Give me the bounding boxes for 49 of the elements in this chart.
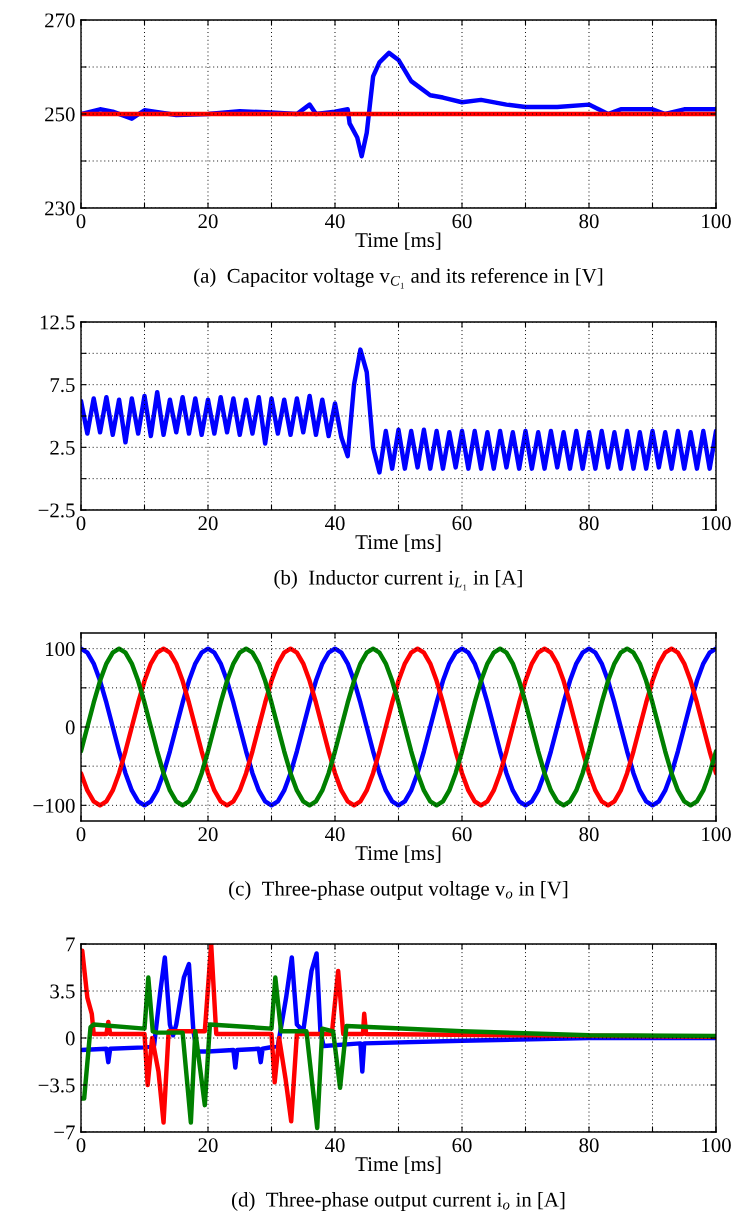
y-tick-label: 0 (65, 1031, 75, 1046)
x-tick-label: 60 (452, 1138, 472, 1153)
y-tick-label: 2.5 (50, 440, 75, 455)
x-tick-label: 20 (198, 516, 218, 531)
x-tick-label: 60 (452, 827, 472, 842)
x-axis-title: Time [ms] (355, 232, 441, 250)
text: (b) Inductor current i$_{L₁}$ in [A] (274, 570, 522, 591)
y-tick-label: 7.5 (50, 378, 75, 393)
y-tick-label: 230 (45, 201, 75, 216)
x-tick-label: 0 (76, 1138, 86, 1153)
x-tick-label: 0 (76, 214, 86, 229)
y-tick-label: −7 (54, 1125, 75, 1140)
x-tick-label: 40 (324, 214, 345, 229)
x-tick-label: 100 (702, 516, 731, 531)
x-tick-label: 20 (198, 827, 218, 842)
line-series (81, 347, 716, 475)
x-tick-label: 60 (452, 214, 472, 229)
x-tick-label: 100 (702, 1138, 731, 1153)
text: (d) Three-phase output current i$_{o}$ in [A] (232, 1192, 565, 1211)
y-tick-label: −3.5 (38, 1078, 75, 1093)
x-tick-label: 100 (702, 827, 731, 842)
x-tick-label: 20 (198, 1138, 218, 1153)
x-tick-label: 80 (579, 214, 599, 229)
x-tick-label: 0 (76, 516, 86, 531)
x-tick-label: 40 (324, 516, 345, 531)
y-tick-label: 7 (66, 937, 75, 952)
text: (a) Capacitor voltage v$_{C₁}$ and its reference in [V] (194, 268, 603, 289)
x-tick-label: 80 (579, 827, 599, 842)
y-tick-label: 0 (65, 720, 75, 735)
x-axis-title: Time [ms] (355, 1156, 441, 1174)
text: (c) Three-phase output voltage v$_{o}$ in [V] (229, 881, 568, 900)
y-tick-label: 3.5 (50, 984, 75, 999)
y-tick-label: −2.5 (38, 503, 75, 518)
x-tick-label: 100 (702, 214, 731, 229)
y-tick-label: 250 (45, 107, 75, 122)
x-tick-label: 80 (579, 516, 599, 531)
x-tick-label: 20 (198, 214, 218, 229)
x-tick-label: 40 (324, 827, 345, 842)
x-tick-label: 80 (579, 1138, 599, 1153)
y-tick-label: −100 (33, 798, 75, 813)
x-axis-title: Time [ms] (355, 534, 441, 552)
x-axis-title: Time [ms] (355, 845, 441, 863)
x-tick-label: 0 (76, 827, 86, 842)
line-series (81, 646, 716, 808)
y-tick-label: 12.5 (40, 315, 75, 330)
y-tick-label: 100 (46, 642, 75, 657)
x-tick-label: 60 (452, 516, 472, 531)
y-tick-label: 270 (45, 13, 75, 28)
x-tick-label: 40 (324, 1138, 345, 1153)
